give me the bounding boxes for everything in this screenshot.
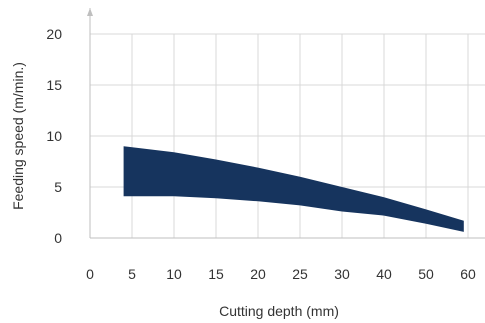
y-tick-labels: 0 5 10 15 20 <box>46 26 62 246</box>
x-tick-label: 60 <box>460 266 476 282</box>
y-tick-label: 15 <box>46 77 62 93</box>
y-tick-label: 5 <box>54 179 62 195</box>
x-tick-label: 5 <box>128 266 136 282</box>
grid <box>90 33 485 238</box>
x-tick-label: 40 <box>376 266 392 282</box>
y-axis-title: Feeding speed (m/min.) <box>10 62 26 210</box>
x-axis-title: Cutting depth (mm) <box>219 303 339 319</box>
feeding-speed-band <box>123 146 464 232</box>
x-tick-label: 0 <box>86 266 94 282</box>
y-tick-label: 0 <box>54 230 62 246</box>
y-tick-label: 20 <box>46 26 62 42</box>
x-tick-labels: 0 5 10 15 20 25 30 40 50 60 <box>86 266 476 282</box>
x-tick-label: 30 <box>334 266 350 282</box>
y-tick-label: 10 <box>46 128 62 144</box>
x-tick-label: 10 <box>166 266 182 282</box>
x-tick-label: 20 <box>250 266 266 282</box>
axes <box>87 8 485 239</box>
x-tick-label: 25 <box>292 266 308 282</box>
x-tick-label: 50 <box>418 266 434 282</box>
x-tick-label: 15 <box>208 266 224 282</box>
y-axis-arrow <box>87 8 93 16</box>
